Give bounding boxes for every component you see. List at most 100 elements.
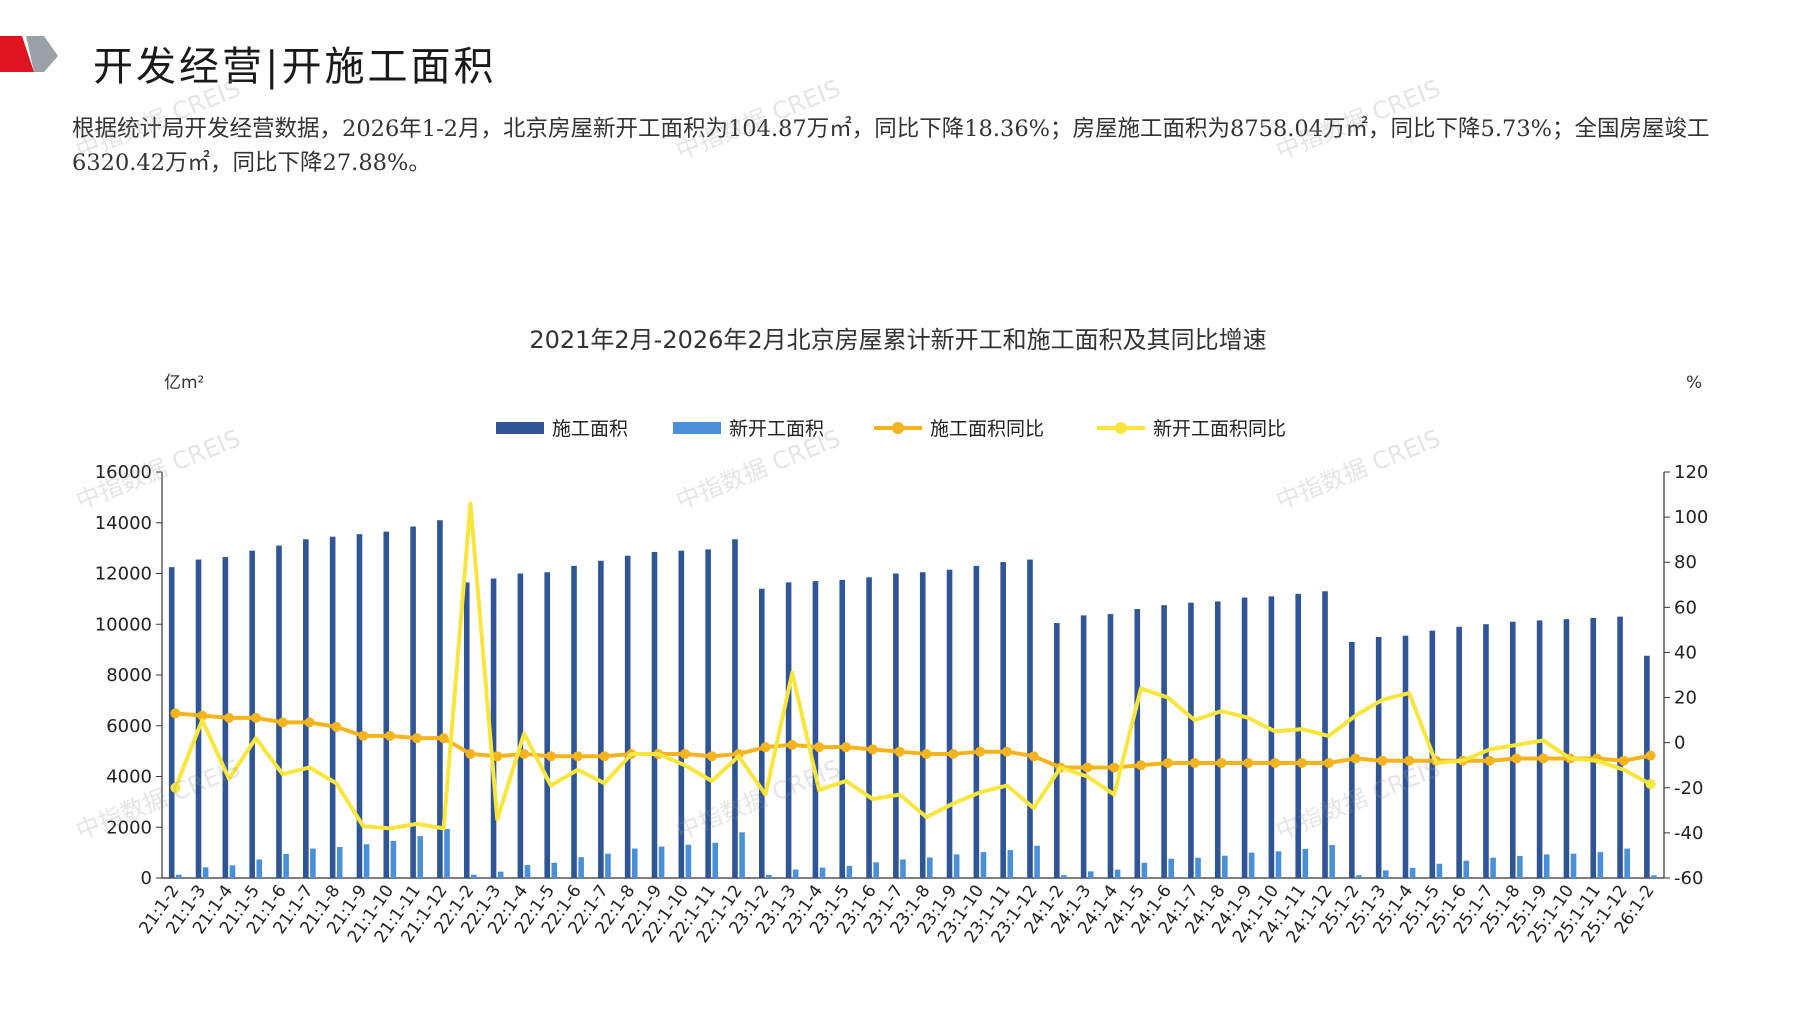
bar-construction-area (1000, 562, 1006, 878)
bar-new-construction-area (953, 854, 960, 878)
bar-new-construction-area (1436, 863, 1443, 878)
right-axis-tick-label: 20 (1674, 688, 1697, 709)
bar-construction-area (1188, 602, 1194, 878)
point-construction-yoy (921, 748, 932, 759)
bar-new-construction-area (873, 862, 879, 878)
bar-construction-area (517, 573, 524, 878)
bar-new-construction-area (980, 852, 987, 878)
bar-construction-area (356, 534, 363, 878)
chart-container: 2021年2月-2026年2月北京房屋累计新开工和施工面积及其同比增速 亿m² … (0, 300, 1797, 1000)
point-construction-yoy (1538, 753, 1549, 764)
point-construction-yoy (975, 746, 986, 757)
bar-construction-area (812, 581, 819, 878)
bar-new-construction-area (1356, 875, 1362, 878)
right-axis-tick-label: 120 (1674, 462, 1708, 483)
right-axis-tick-label: 40 (1674, 642, 1697, 663)
point-construction-yoy (1645, 750, 1656, 761)
bar-construction-area (544, 572, 551, 878)
point-construction-yoy (545, 751, 556, 762)
bar-new-construction-area (1329, 845, 1335, 878)
legend-label: 新开工面积 (729, 418, 824, 440)
right-axis-tick-label: 100 (1674, 507, 1708, 528)
bar-construction-area (463, 582, 470, 878)
bar-new-construction-area (176, 874, 182, 878)
bar-new-construction-area (631, 848, 638, 878)
bar-construction-area (1080, 615, 1087, 878)
bar-new-construction-area (846, 865, 853, 878)
point-construction-yoy (1323, 757, 1334, 768)
legend-label: 施工面积 (552, 418, 628, 440)
bar-new-construction-area (766, 874, 772, 878)
left-axis-unit: 亿m² (164, 373, 204, 393)
bar-construction-area (303, 539, 309, 878)
bar-new-construction-area (1517, 855, 1523, 878)
bar-construction-area (1617, 616, 1623, 878)
bar-new-construction-area (444, 829, 450, 878)
bar-construction-area (758, 588, 765, 878)
bar-construction-area (276, 545, 282, 878)
bar-new-construction-area (1624, 848, 1630, 878)
bar-construction-area (893, 573, 899, 878)
left-axis-tick-label: 16000 (95, 462, 152, 483)
point-construction-yoy (1082, 762, 1093, 773)
point-construction-yoy (519, 748, 530, 759)
right-axis-tick-label: -20 (1674, 778, 1703, 799)
bar-construction-area (1027, 559, 1033, 878)
bar-new-construction-area (685, 844, 692, 878)
bar-construction-area (383, 531, 390, 878)
bar-new-construction-area (1248, 852, 1255, 878)
bar-construction-area (437, 520, 443, 878)
bar-new-construction-area (1141, 862, 1148, 878)
bar-construction-area (1536, 620, 1543, 878)
bar-new-construction-area (927, 857, 933, 878)
legend-label: 新开工面积同比 (1153, 418, 1286, 440)
right-axis-tick-label: -40 (1674, 823, 1703, 844)
point-construction-yoy (760, 742, 771, 753)
bar-new-construction-area (1543, 854, 1550, 878)
left-axis-tick-label: 8000 (106, 665, 152, 686)
point-construction-yoy (331, 721, 342, 732)
bar-new-construction-area (1463, 860, 1470, 878)
bar-new-construction-area (1302, 848, 1309, 878)
bar-new-construction-area (310, 848, 316, 878)
bar-construction-area (678, 550, 685, 878)
left-axis-tick-label: 10000 (95, 614, 152, 635)
bar-construction-area (839, 579, 846, 878)
description-paragraph: 根据统计局开发经营数据，2026年1-2月，北京房屋新开工面积为104.87万㎡… (72, 116, 1710, 176)
bar-new-construction-area (1061, 875, 1067, 878)
bar-new-construction-area (363, 844, 370, 878)
bar-new-construction-area (229, 865, 236, 878)
point-construction-yoy (438, 733, 449, 744)
bar-new-construction-area (1490, 857, 1496, 878)
point-construction-yoy (1189, 757, 1200, 768)
bar-new-construction-area (1570, 853, 1577, 878)
point-construction-yoy (1618, 755, 1629, 766)
bar-construction-area (168, 567, 175, 878)
chart-legend: 施工面积 新开工面积 施工面积同比 新开工面积同比 (496, 418, 1286, 440)
legend-swatch-marker (1115, 422, 1127, 434)
right-axis-unit: % (1686, 373, 1702, 393)
bar-construction-area (1241, 597, 1248, 878)
point-construction-yoy (250, 712, 261, 723)
point-construction-yoy (1377, 755, 1388, 766)
bar-construction-area (651, 551, 658, 878)
description-text: 根据统计局开发经营数据，2026年1-2月，北京房屋新开工面积为104.87万㎡… (72, 112, 1752, 180)
line-new-construction-yoy (173, 501, 1653, 831)
bar-new-construction-area (1087, 871, 1094, 878)
right-axis-tick-label: 60 (1674, 597, 1697, 618)
bar-construction-area (410, 526, 416, 878)
point-construction-yoy (1404, 755, 1415, 766)
point-construction-yoy (465, 748, 476, 759)
right-axis-tick-label: 80 (1674, 552, 1697, 573)
bar-construction-area (1107, 614, 1114, 878)
point-construction-yoy (277, 717, 288, 728)
page-title: 开发经营|开施工面积 (93, 44, 497, 90)
point-construction-yoy (894, 746, 905, 757)
bar-new-construction-area (1651, 875, 1657, 878)
point-construction-yoy (867, 744, 878, 755)
bar-construction-area (785, 582, 792, 878)
bar-new-construction-area (551, 862, 558, 878)
bar-construction-area (1134, 609, 1141, 878)
bar-new-construction-area (658, 846, 665, 878)
brand-logo-icon (0, 36, 58, 72)
